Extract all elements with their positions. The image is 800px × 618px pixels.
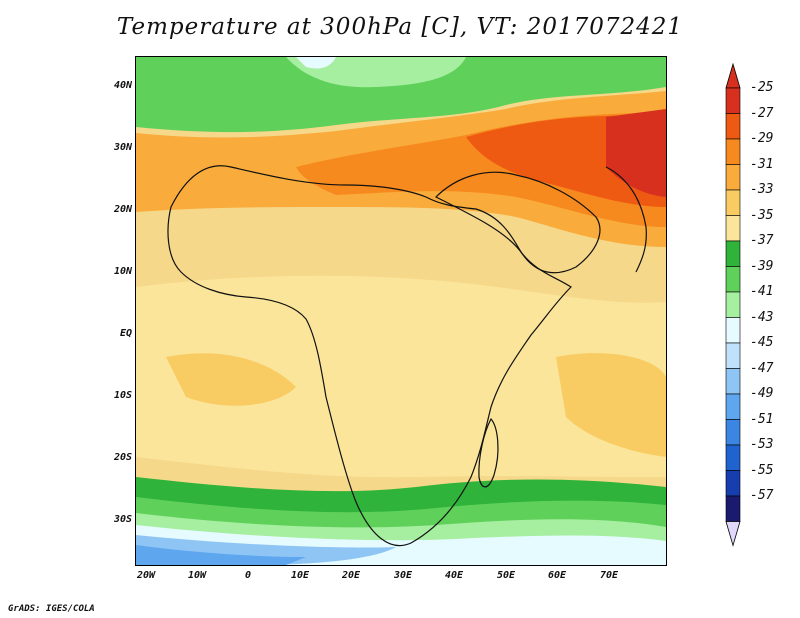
colorbar-bottom-arrow [725, 521, 741, 547]
field-band-deepblue-south [136, 545, 306, 565]
colorbar-label: -31 [750, 156, 774, 172]
lon-label-70e: 70E [599, 570, 619, 581]
colorbar-label: -55 [750, 462, 774, 478]
colorbar-swatch [725, 164, 741, 191]
field-band-paleyellow [136, 275, 666, 478]
colorbar-label: -29 [750, 131, 774, 146]
colorbar-label: -33 [750, 182, 774, 197]
colorbar-label: -53 [750, 437, 774, 452]
field-blob-yellow-2 [556, 353, 666, 457]
colorbar-swatch [725, 419, 741, 446]
lat-label-30n: 30N [113, 142, 132, 153]
colorbar-swatch [725, 393, 741, 420]
field-band-red [606, 109, 666, 197]
coastline-africa [167, 165, 572, 547]
colorbar-swatch [725, 470, 741, 497]
lat-label-20s: 20S [113, 452, 132, 463]
colorbar: -25 -27 -29 -31 -33 -35 -37 -39 -41 -43 -45 -47 -49 -… [720, 60, 800, 560]
lat-label-10s: 10S [113, 390, 132, 401]
colorbar-label: -27 [750, 105, 774, 121]
lon-label-50e: 50E [496, 570, 516, 581]
lat-label-30s: 30S [113, 514, 132, 525]
colorbar-swatch [725, 291, 741, 318]
lon-label-0: 0 [244, 570, 252, 581]
colorbar-svg [725, 62, 741, 547]
grads-credit: GrADS: IGES/COLA [8, 604, 95, 614]
chart-title: Temperature at 300hPa [C], VT: 201707242… [116, 14, 684, 40]
colorbar-label: -51 [750, 411, 774, 427]
colorbar-swatch [725, 215, 741, 242]
lat-label-10n: 10N [113, 266, 132, 277]
lat-label-eq: EQ [119, 328, 132, 339]
colorbar-top-arrow [725, 62, 741, 89]
field-blob-yellow-1 [166, 353, 296, 406]
coastline-madagascar [478, 417, 499, 488]
coastline-arabia [434, 171, 601, 274]
temperature-map [135, 56, 667, 566]
lon-label-60e: 60E [547, 570, 567, 581]
field-band-green-north [136, 57, 666, 133]
colorbar-swatch [725, 444, 741, 471]
colorbar-swatch [725, 240, 741, 267]
lon-label-30e: 30E [393, 570, 413, 581]
colorbar-swatch [725, 266, 741, 293]
colorbar-label: -37 [750, 233, 774, 248]
lon-label-40e: 40E [444, 570, 464, 581]
lat-label-40n: 40N [113, 80, 132, 91]
lat-label-20n: 20N [113, 204, 132, 215]
field-band-ice-north [296, 57, 336, 69]
field-band-lightgreen-north [286, 57, 466, 88]
colorbar-label: -47 [750, 360, 774, 376]
map-field-svg [136, 57, 666, 565]
colorbar-label: -43 [750, 309, 774, 325]
colorbar-swatch [725, 138, 741, 165]
colorbar-swatch [725, 317, 741, 344]
lon-label-20e: 20E [341, 570, 361, 581]
colorbar-label: -25 [750, 80, 774, 95]
colorbar-swatch [725, 368, 741, 395]
lon-label-10e: 10E [290, 570, 310, 581]
colorbar-swatch [725, 113, 741, 140]
colorbar-label: -57 [750, 488, 774, 503]
colorbar-swatch [725, 189, 741, 216]
colorbar-swatch [725, 342, 741, 369]
colorbar-label: -39 [750, 258, 774, 274]
colorbar-label: -35 [750, 207, 774, 223]
colorbar-swatch [725, 87, 741, 114]
colorbar-swatch [725, 495, 741, 522]
lon-label-10w: 10W [187, 570, 207, 581]
coastline-india [605, 166, 647, 273]
lon-label-20w: 20W [136, 570, 156, 581]
colorbar-label: -45 [750, 335, 774, 350]
colorbar-label: -41 [750, 284, 774, 299]
colorbar-label: -49 [750, 386, 774, 401]
